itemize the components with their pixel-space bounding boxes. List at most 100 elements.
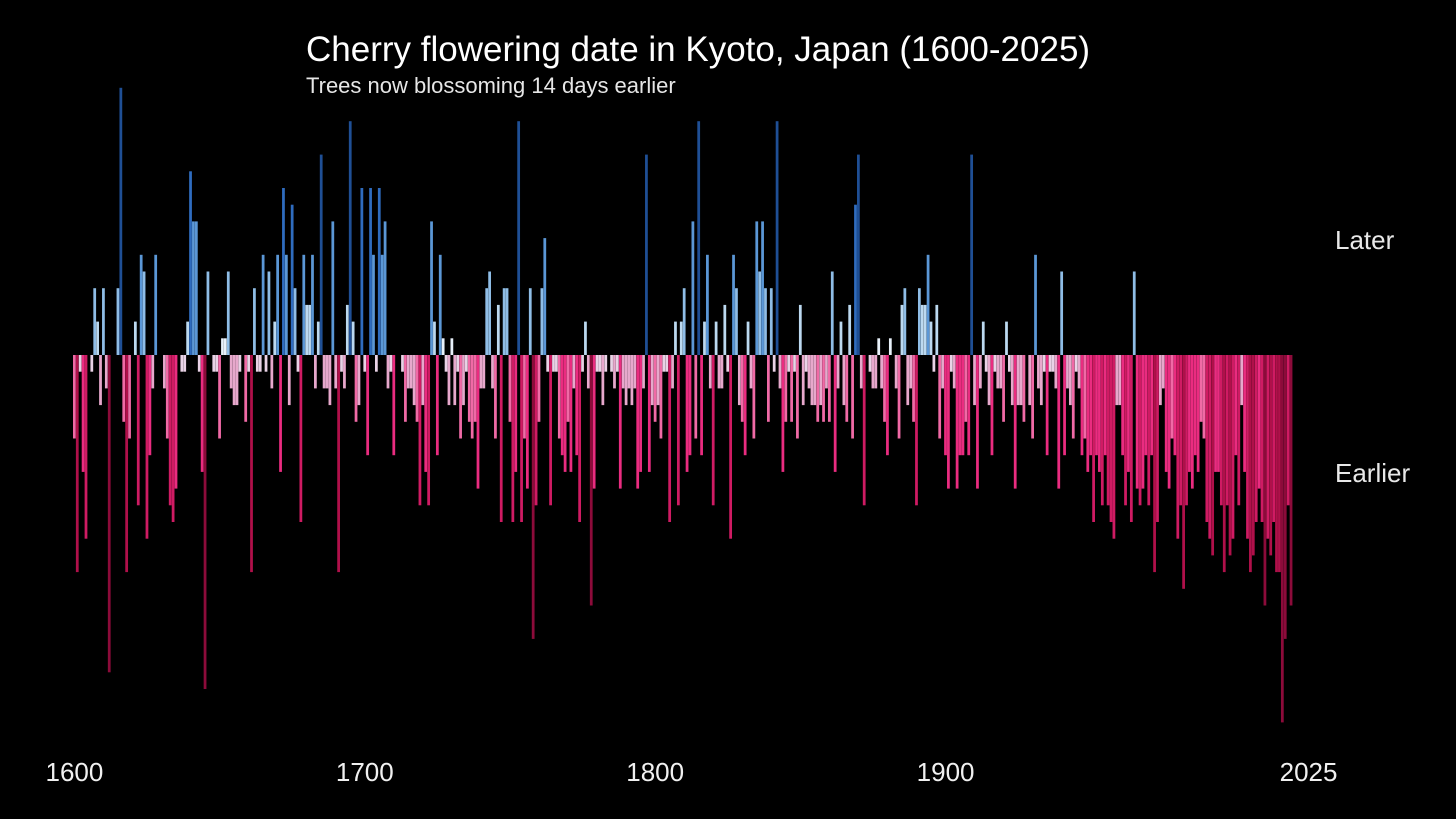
bar-1604	[84, 355, 88, 539]
bar-1954	[1100, 355, 1104, 506]
bar-1912	[978, 355, 982, 389]
bar-1833	[749, 355, 753, 389]
bar-1830	[740, 355, 744, 422]
bar-1987	[1196, 355, 1200, 472]
bar-1941	[1063, 355, 1066, 456]
bar-1900	[944, 355, 947, 456]
bar-1639	[186, 321, 190, 355]
bar-1774	[578, 355, 582, 522]
bar-1822	[717, 355, 721, 389]
bar-1652	[224, 338, 227, 355]
x-tick-label-1800: 1800	[626, 757, 684, 787]
bar-1648	[212, 355, 216, 372]
bar-2019	[1289, 355, 1293, 606]
bar-1684	[316, 321, 320, 355]
bar-1817	[703, 321, 706, 355]
bar-1820	[711, 355, 715, 506]
bar-1843	[778, 355, 782, 389]
bar-1772	[572, 355, 576, 389]
bar-1609	[99, 355, 102, 406]
bar-1715	[406, 355, 410, 389]
bar-1653	[226, 271, 230, 355]
bar-1746	[496, 304, 500, 355]
bar-1949	[1086, 355, 1090, 472]
bar-1979	[1173, 355, 1177, 456]
bar-1646	[206, 271, 210, 355]
bar-1923	[1010, 355, 1014, 406]
bar-1997	[1225, 355, 1229, 506]
bar-1703	[372, 254, 375, 355]
bar-1918	[996, 355, 1000, 389]
bar-1957	[1109, 355, 1113, 522]
bar-2014	[1275, 355, 1278, 573]
bar-1791	[627, 355, 631, 389]
bar-1695	[348, 121, 352, 355]
bar-1664	[258, 355, 262, 372]
bar-1962	[1124, 355, 1127, 506]
bar-1699	[360, 188, 364, 355]
bar-1623	[139, 254, 143, 355]
bar-1992	[1211, 355, 1215, 556]
bar-1841	[772, 355, 776, 372]
bar-1753	[517, 121, 521, 355]
bar-1740	[479, 355, 483, 389]
bar-1982	[1182, 355, 1185, 589]
bar-1783	[604, 355, 608, 372]
bar-1690	[334, 355, 338, 389]
bar-1661	[250, 355, 253, 573]
bar-1933	[1039, 355, 1043, 406]
bar-1922	[1008, 355, 1011, 372]
bar-1894	[926, 254, 930, 355]
bar-1762	[543, 238, 547, 355]
bar-1966	[1135, 355, 1139, 489]
bar-1851	[801, 355, 805, 406]
bar-1702	[369, 188, 372, 355]
bar-1960	[1118, 355, 1122, 406]
bar-1794	[636, 355, 640, 489]
bar-1963	[1127, 355, 1130, 472]
bar-1621	[133, 321, 137, 355]
bar-1785	[610, 355, 613, 372]
bar-1804	[665, 355, 669, 372]
bar-1617	[122, 355, 126, 422]
bar-1651	[221, 338, 224, 355]
bar-1676	[293, 288, 297, 355]
bar-1909	[970, 154, 974, 355]
bar-1706	[380, 254, 384, 355]
bar-1686	[322, 355, 326, 389]
earlier-label: Earlier	[1335, 458, 1411, 488]
bar-1625	[145, 355, 149, 539]
later-label: Later	[1335, 225, 1395, 255]
bar-1857	[819, 355, 823, 406]
bar-1823	[720, 355, 724, 389]
chart-subtitle: Trees now blossoming 14 days earlier	[306, 73, 676, 98]
x-axis-ticks: 1600 1700 1800 1900 2025	[46, 757, 1338, 787]
bar-1846	[787, 355, 791, 372]
bar-1733	[459, 355, 462, 439]
bar-1634	[171, 355, 175, 522]
bar-1989	[1202, 355, 1206, 439]
bar-1710	[392, 355, 396, 456]
bar-1893	[923, 304, 927, 355]
bar-1921	[1005, 321, 1008, 355]
bar-1811	[685, 355, 689, 472]
bar-1736	[467, 355, 471, 422]
bar-1709	[389, 355, 393, 372]
bar-1904	[955, 355, 959, 489]
bar-1674	[287, 355, 291, 406]
bar-1610	[102, 288, 105, 355]
bar-1993	[1214, 355, 1217, 472]
bar-2013	[1272, 355, 1276, 522]
bar-1883	[894, 355, 898, 389]
bar-2000	[1234, 355, 1238, 456]
bar-1745	[494, 355, 497, 439]
bar-1670	[276, 254, 280, 355]
bar-1618	[125, 355, 129, 573]
bars-group	[73, 87, 1293, 723]
bar-1680	[305, 304, 309, 355]
bar-1627	[151, 355, 155, 389]
bar-1689	[331, 221, 335, 355]
bar-1801	[656, 355, 660, 406]
bar-1642	[194, 221, 198, 355]
bar-1707	[383, 221, 387, 355]
